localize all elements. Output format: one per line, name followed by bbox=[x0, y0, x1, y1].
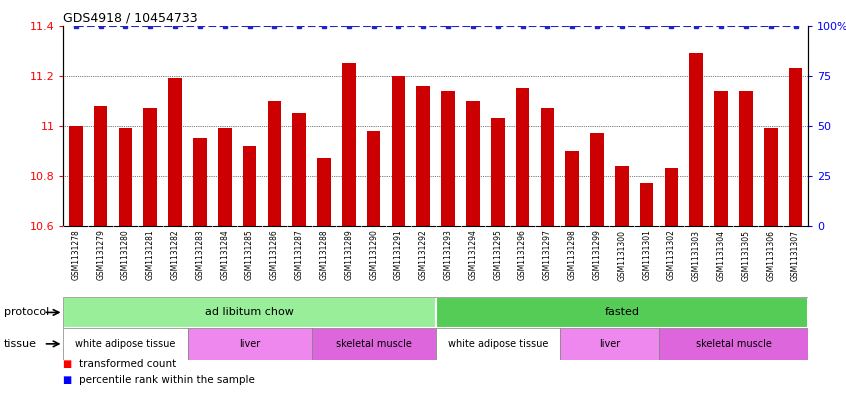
Text: GSM1131288: GSM1131288 bbox=[320, 230, 328, 280]
Text: skeletal muscle: skeletal muscle bbox=[695, 339, 772, 349]
Text: white adipose tissue: white adipose tissue bbox=[448, 339, 548, 349]
Bar bbox=[689, 53, 703, 226]
Text: GSM1131278: GSM1131278 bbox=[71, 230, 80, 280]
Bar bbox=[665, 168, 678, 226]
Bar bbox=[659, 328, 808, 360]
Bar bbox=[342, 63, 355, 226]
Text: transformed count: transformed count bbox=[79, 360, 176, 369]
Bar bbox=[491, 118, 504, 226]
Text: GSM1131279: GSM1131279 bbox=[96, 230, 105, 280]
Text: white adipose tissue: white adipose tissue bbox=[75, 339, 176, 349]
Bar bbox=[94, 106, 107, 226]
Bar bbox=[714, 91, 728, 226]
Bar bbox=[218, 128, 232, 226]
Text: fasted: fasted bbox=[604, 307, 640, 318]
Text: GDS4918 / 10454733: GDS4918 / 10454733 bbox=[63, 12, 198, 25]
Bar bbox=[367, 131, 381, 226]
Text: GSM1131307: GSM1131307 bbox=[791, 230, 800, 281]
Text: GSM1131293: GSM1131293 bbox=[443, 230, 453, 280]
Text: GSM1131301: GSM1131301 bbox=[642, 230, 651, 280]
Text: liver: liver bbox=[239, 339, 261, 349]
Text: GSM1131297: GSM1131297 bbox=[543, 230, 552, 280]
Bar bbox=[293, 113, 306, 226]
Bar bbox=[516, 88, 530, 226]
Text: GSM1131283: GSM1131283 bbox=[195, 230, 205, 280]
Text: GSM1131305: GSM1131305 bbox=[741, 230, 750, 281]
Bar bbox=[541, 108, 554, 226]
Text: tissue: tissue bbox=[4, 339, 37, 349]
Text: GSM1131304: GSM1131304 bbox=[717, 230, 726, 281]
Bar bbox=[466, 101, 480, 226]
Bar bbox=[317, 158, 331, 226]
Bar bbox=[168, 78, 182, 226]
Text: GSM1131282: GSM1131282 bbox=[171, 230, 179, 280]
Text: GSM1131303: GSM1131303 bbox=[692, 230, 700, 281]
Text: GSM1131284: GSM1131284 bbox=[220, 230, 229, 280]
Bar bbox=[267, 101, 281, 226]
Text: GSM1131281: GSM1131281 bbox=[146, 230, 155, 280]
Text: GSM1131295: GSM1131295 bbox=[493, 230, 503, 280]
Bar bbox=[144, 108, 157, 226]
Text: GSM1131285: GSM1131285 bbox=[245, 230, 254, 280]
Text: GSM1131299: GSM1131299 bbox=[592, 230, 602, 280]
Text: ■: ■ bbox=[63, 360, 76, 369]
Bar bbox=[565, 151, 579, 226]
Text: GSM1131294: GSM1131294 bbox=[469, 230, 477, 280]
Text: ■: ■ bbox=[63, 375, 76, 385]
Bar bbox=[764, 128, 777, 226]
Bar bbox=[63, 328, 188, 360]
Text: ad libitum chow: ad libitum chow bbox=[205, 307, 294, 318]
Text: GSM1131302: GSM1131302 bbox=[667, 230, 676, 280]
Text: skeletal muscle: skeletal muscle bbox=[336, 339, 412, 349]
Bar bbox=[615, 166, 629, 226]
Bar bbox=[442, 91, 455, 226]
Bar bbox=[392, 76, 405, 226]
Bar bbox=[63, 297, 436, 328]
Text: GSM1131286: GSM1131286 bbox=[270, 230, 279, 280]
Text: GSM1131292: GSM1131292 bbox=[419, 230, 428, 280]
Text: GSM1131287: GSM1131287 bbox=[294, 230, 304, 280]
Bar bbox=[591, 133, 604, 226]
Text: percentile rank within the sample: percentile rank within the sample bbox=[79, 375, 255, 385]
Bar bbox=[436, 297, 808, 328]
Bar bbox=[188, 328, 311, 360]
Bar bbox=[436, 328, 560, 360]
Text: GSM1131280: GSM1131280 bbox=[121, 230, 130, 280]
Text: protocol: protocol bbox=[4, 307, 49, 318]
Bar bbox=[640, 184, 653, 226]
Text: GSM1131291: GSM1131291 bbox=[394, 230, 403, 280]
Bar bbox=[788, 68, 802, 226]
Text: GSM1131296: GSM1131296 bbox=[518, 230, 527, 280]
Text: GSM1131300: GSM1131300 bbox=[618, 230, 626, 281]
Text: GSM1131306: GSM1131306 bbox=[766, 230, 775, 281]
Bar bbox=[311, 328, 436, 360]
Bar bbox=[739, 91, 753, 226]
Text: liver: liver bbox=[599, 339, 620, 349]
Bar bbox=[243, 146, 256, 226]
Bar bbox=[118, 128, 132, 226]
Text: GSM1131298: GSM1131298 bbox=[568, 230, 577, 280]
Text: GSM1131289: GSM1131289 bbox=[344, 230, 354, 280]
Bar bbox=[560, 328, 659, 360]
Bar bbox=[69, 126, 83, 226]
Bar bbox=[193, 138, 206, 226]
Bar bbox=[416, 86, 430, 226]
Text: GSM1131290: GSM1131290 bbox=[369, 230, 378, 280]
